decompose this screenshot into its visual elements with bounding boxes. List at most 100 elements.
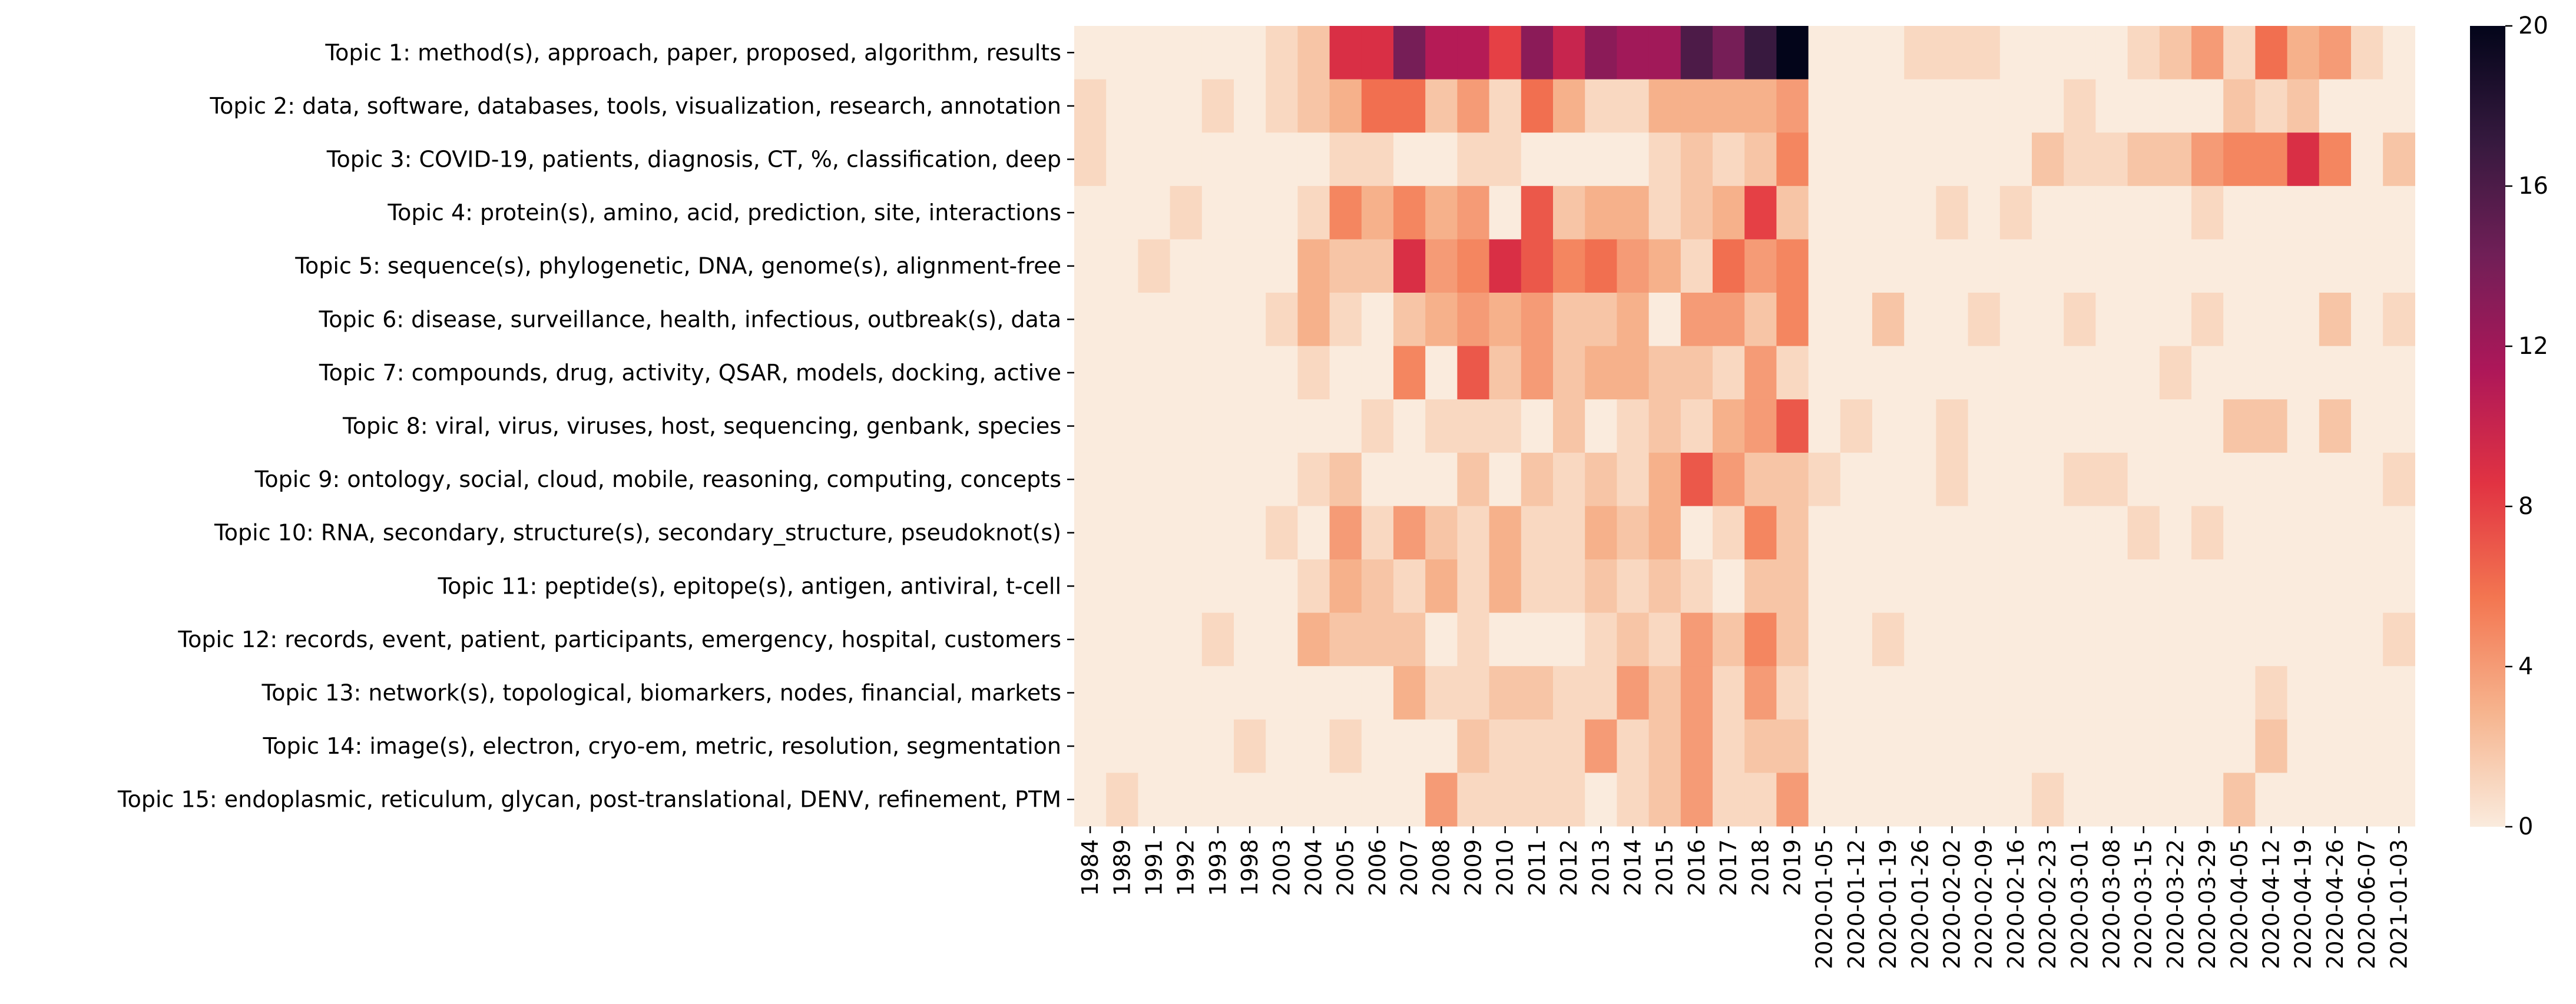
heatmap-cell — [1617, 293, 1650, 347]
heatmap-cell — [2351, 346, 2383, 400]
heatmap-cell — [1904, 346, 1936, 400]
heatmap-cell — [2319, 559, 2352, 614]
heatmap-cell — [1074, 79, 1107, 133]
heatmap-cell — [2351, 185, 2383, 240]
heatmap-cell — [1074, 26, 1107, 80]
heatmap-cell — [1936, 666, 1969, 720]
heatmap-cell — [1234, 506, 1266, 560]
x-tick-label: 2020-03-29 — [2194, 839, 2220, 969]
heatmap-cell — [1808, 612, 1841, 667]
heatmap-cell — [1425, 79, 1458, 133]
heatmap-cell — [1840, 293, 1873, 347]
heatmap-cell — [2095, 612, 2128, 667]
heatmap-cell — [1297, 346, 1330, 400]
heatmap-cell — [1713, 612, 1745, 667]
x-tick-label: 2020-01-19 — [1875, 839, 1901, 969]
heatmap-cell — [2351, 293, 2383, 347]
y-tick-label: Topic 1: method(s), approach, paper, pro… — [325, 39, 1061, 65]
heatmap-cell — [2255, 239, 2288, 293]
heatmap-cell — [1776, 239, 1809, 293]
heatmap-cell — [1329, 132, 1362, 187]
heatmap-cell — [1106, 185, 1138, 240]
heatmap-cell — [2127, 132, 2160, 187]
x-tick-label: 2020-03-22 — [2163, 839, 2188, 969]
heatmap-cell — [2383, 185, 2415, 240]
heatmap-cell — [2351, 26, 2383, 80]
heatmap-cell — [1201, 666, 1234, 720]
heatmap-cell — [1936, 239, 1969, 293]
heatmap-cell — [1680, 293, 1713, 347]
heatmap-cell — [1585, 239, 1617, 293]
heatmap-cell — [1585, 79, 1617, 133]
x-tick-label: 2005 — [1333, 839, 1359, 896]
heatmap-cell — [1393, 185, 1426, 240]
heatmap-cell — [1138, 666, 1171, 720]
heatmap-cell — [1393, 452, 1426, 506]
heatmap-cell — [1201, 612, 1234, 667]
heatmap-cell — [1776, 719, 1809, 773]
heatmap-cell — [1553, 506, 1585, 560]
heatmap-cell — [1457, 293, 1490, 347]
heatmap-cell — [1521, 346, 1554, 400]
heatmap-cell — [1297, 185, 1330, 240]
heatmap-cell — [1297, 506, 1330, 560]
heatmap-cell — [2159, 26, 2192, 80]
heatmap-cell — [1329, 399, 1362, 453]
heatmap-cell — [2064, 26, 2096, 80]
heatmap-cell — [1968, 719, 2001, 773]
heatmap-cell — [1266, 666, 1298, 720]
heatmap-cell — [1074, 399, 1107, 453]
heatmap-cell — [1713, 719, 1745, 773]
heatmap-cell — [1329, 719, 1362, 773]
heatmap-cell — [1234, 26, 1266, 80]
heatmap-cell — [1904, 506, 1936, 560]
heatmap-cell — [1234, 612, 1266, 667]
heatmap-cell — [1457, 666, 1490, 720]
heatmap-cell — [1106, 719, 1138, 773]
heatmap-cell — [1138, 506, 1171, 560]
heatmap-cell — [1744, 293, 1777, 347]
heatmap-cell — [1648, 239, 1681, 293]
heatmap-cell — [1074, 559, 1107, 614]
heatmap-cell — [1968, 79, 2001, 133]
heatmap-cell — [1457, 506, 1490, 560]
y-tick-label: Topic 13: network(s), topological, bioma… — [261, 680, 1061, 706]
heatmap-cell — [2191, 185, 2224, 240]
heatmap-cell — [1968, 666, 2001, 720]
heatmap-cell — [1329, 293, 1362, 347]
heatmap-cell — [2127, 79, 2160, 133]
heatmap-cell — [2032, 293, 2064, 347]
heatmap-cell — [1904, 79, 1936, 133]
x-tick-label: 1984 — [1077, 839, 1103, 896]
heatmap-cell — [1713, 452, 1745, 506]
heatmap-cell — [1744, 612, 1777, 667]
heatmap-cell — [2255, 666, 2288, 720]
heatmap-cell — [1680, 26, 1713, 80]
heatmap-cell — [2255, 612, 2288, 667]
heatmap-cell — [1904, 239, 1936, 293]
heatmap-cell — [1457, 26, 1490, 80]
heatmap-cell — [1936, 132, 1969, 187]
heatmap-cell — [1904, 773, 1936, 827]
heatmap-cell — [1648, 79, 1681, 133]
heatmap-cell — [1744, 399, 1777, 453]
heatmap-cell — [2159, 559, 2192, 614]
heatmap-cell — [2287, 185, 2320, 240]
heatmap-cell — [1266, 399, 1298, 453]
heatmap-cell — [1617, 239, 1650, 293]
heatmap-cell — [1585, 132, 1617, 187]
heatmap-cell — [2064, 239, 2096, 293]
heatmap-cell — [1106, 26, 1138, 80]
heatmap-cell — [1999, 773, 2032, 827]
heatmap-cell — [2319, 132, 2352, 187]
heatmap-cell — [1585, 293, 1617, 347]
heatmap-cell — [1266, 719, 1298, 773]
heatmap-cell — [1297, 719, 1330, 773]
x-tick-label: 2020-03-15 — [2131, 839, 2157, 969]
heatmap-cell — [1808, 666, 1841, 720]
heatmap-cell — [2351, 559, 2383, 614]
heatmap-cell — [2127, 773, 2160, 827]
heatmap-cell — [1713, 506, 1745, 560]
heatmap-cell — [1521, 719, 1554, 773]
heatmap-cell — [1872, 719, 1905, 773]
